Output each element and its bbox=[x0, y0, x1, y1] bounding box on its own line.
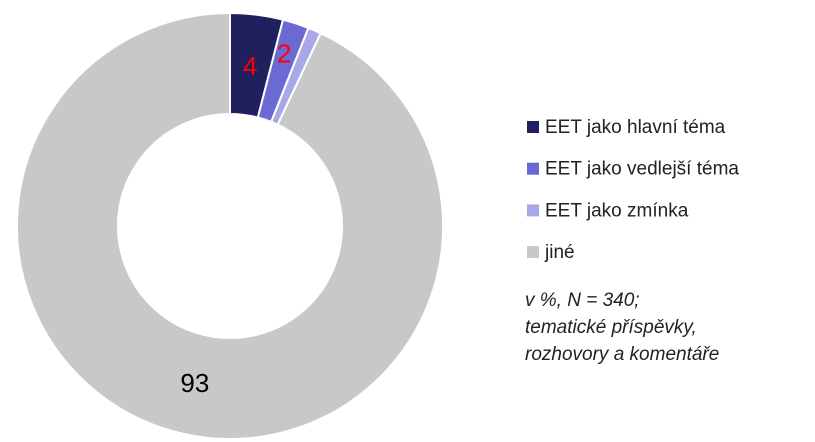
legend-swatch bbox=[527, 162, 539, 175]
legend-label: EET jako vedlejší téma bbox=[545, 159, 739, 180]
annotation: v %, N = 340; bbox=[525, 290, 640, 311]
donut-slice bbox=[16, 11, 444, 440]
data-label: 93 bbox=[180, 368, 209, 398]
legend-label: jiné bbox=[544, 242, 575, 263]
legend-swatch bbox=[527, 246, 539, 259]
legend-label: EET jako zmínka bbox=[545, 200, 689, 221]
legend-swatch bbox=[527, 204, 539, 217]
annotation: tematické příspěvky, bbox=[525, 317, 697, 338]
legend-swatch bbox=[527, 121, 539, 133]
data-label: 4 bbox=[243, 51, 257, 81]
annotation: rozhovory a komentáře bbox=[525, 344, 719, 365]
data-label: 2 bbox=[277, 38, 291, 68]
legend-label: EET jako hlavní téma bbox=[545, 117, 726, 138]
